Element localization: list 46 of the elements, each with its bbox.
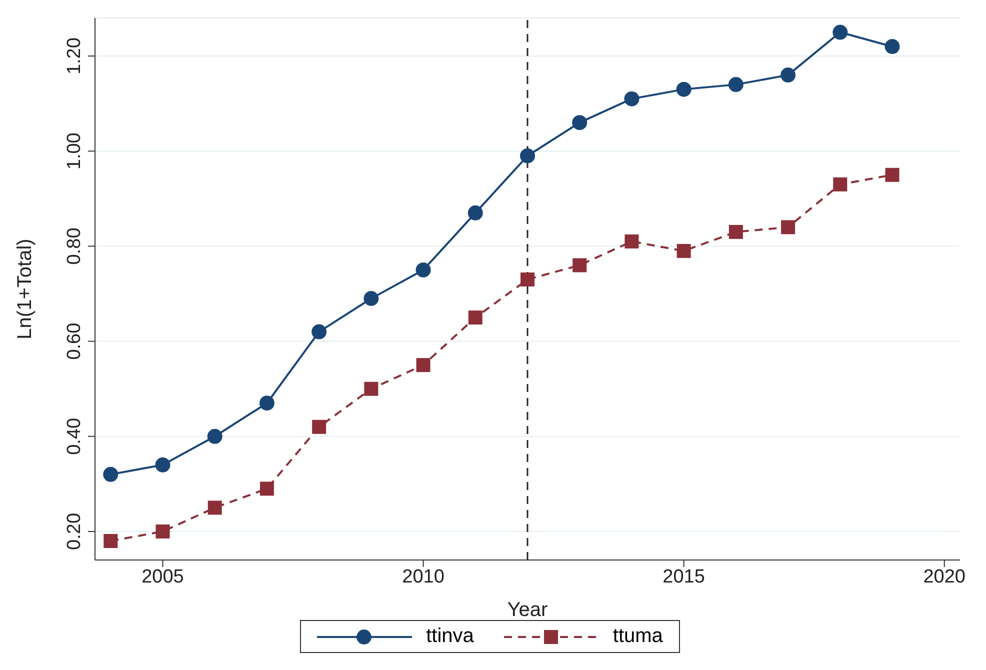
point [416, 262, 431, 278]
point [364, 291, 379, 306]
point [832, 24, 848, 40]
point [259, 396, 274, 411]
point [364, 382, 378, 396]
point [676, 244, 691, 258]
point [833, 177, 848, 192]
y-axis-title: Ln(1+Total) [14, 238, 36, 340]
x-tick-label: 2010 [402, 566, 444, 588]
legend-label: ttuma [612, 625, 663, 648]
point [104, 534, 118, 548]
point [468, 310, 482, 325]
point [885, 168, 900, 182]
point [624, 234, 639, 248]
x-axis-title: Year [507, 599, 548, 621]
legend-label: ttinva [426, 625, 474, 648]
y-tick-label: 0.80 [64, 228, 85, 265]
point [781, 220, 796, 234]
point [520, 148, 535, 164]
x-tick-label: 2005 [142, 566, 184, 588]
point [103, 466, 118, 482]
point [312, 324, 327, 340]
point [260, 482, 274, 496]
point [728, 77, 744, 92]
point [468, 205, 483, 220]
point [572, 115, 588, 130]
y-tick-label: 1.00 [64, 132, 85, 170]
point [155, 457, 170, 472]
point [208, 500, 222, 515]
point [728, 224, 743, 239]
point [676, 82, 692, 97]
x-tick-label: 2020 [923, 566, 966, 588]
y-tick-label: 0.60 [64, 322, 85, 360]
point [780, 68, 796, 83]
x-tick-label: 2015 [662, 566, 705, 588]
point [520, 272, 534, 286]
point [624, 91, 640, 106]
y-tick-label: 0.40 [64, 418, 85, 455]
y-tick-label: 0.20 [64, 512, 85, 550]
point [156, 524, 170, 538]
point [572, 258, 587, 272]
point [884, 39, 900, 54]
point [416, 358, 430, 372]
y-tick-label: 1.20 [64, 38, 85, 75]
point [312, 420, 326, 434]
point [207, 428, 222, 444]
